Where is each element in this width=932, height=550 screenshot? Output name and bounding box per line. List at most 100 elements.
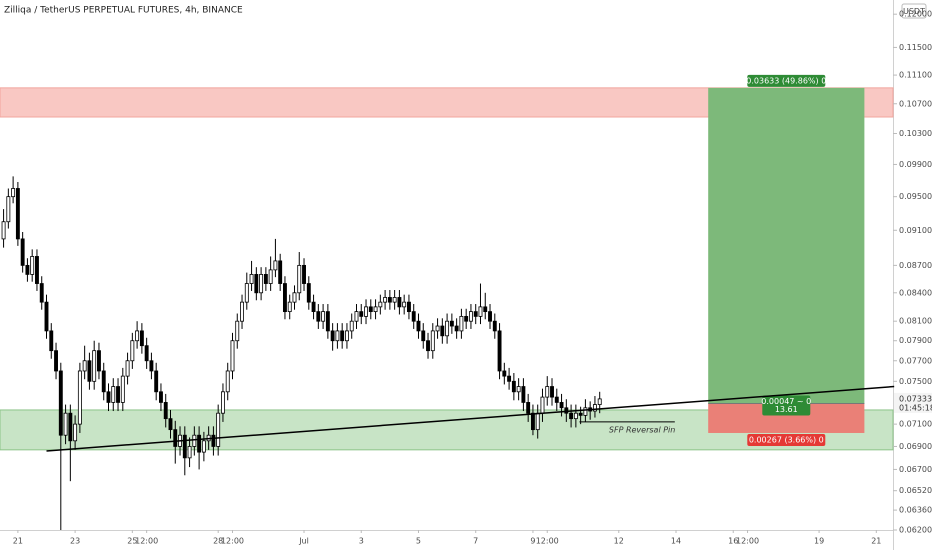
last-price-box: [894, 392, 932, 413]
y-tick-label: 0.11100: [899, 71, 932, 80]
x-tick-label: 12:00: [736, 537, 759, 546]
candle-body: [416, 320, 421, 332]
candle-body: [406, 301, 411, 313]
candle-body: [478, 306, 483, 317]
entry-label: 0.00047 ~ 0: [761, 397, 811, 406]
candle-body: [483, 306, 488, 313]
candle-body: [364, 306, 368, 317]
candle-body: [397, 297, 402, 308]
y-tick-label: 0.11500: [899, 43, 932, 52]
candle-body: [402, 301, 407, 308]
candle-body: [39, 283, 44, 303]
candle-body: [287, 301, 292, 313]
candle-body: [573, 412, 578, 420]
candle-body: [30, 256, 35, 275]
candle-body: [540, 396, 545, 414]
x-tick-label: 12:00: [536, 537, 559, 546]
x-tick-label: 19: [814, 537, 824, 546]
currency-label[interactable]: USDT: [903, 7, 925, 16]
candle-body: [454, 325, 459, 332]
candle-body: [120, 375, 125, 403]
candle-body: [163, 402, 168, 420]
candle-body: [278, 260, 283, 284]
candle-body: [268, 269, 273, 284]
candle-body: [35, 256, 39, 284]
candle-body: [597, 398, 602, 405]
candle-body: [244, 283, 249, 303]
candle-body: [49, 330, 54, 352]
y-tick-label: 0.07500: [899, 377, 932, 386]
candle-body: [449, 320, 454, 327]
candle-body: [511, 380, 516, 393]
chart-title: Zilliqa / TetherUS PERPETUAL FUTURES, 4h…: [4, 6, 243, 16]
candle-body: [354, 311, 359, 322]
candle-body: [25, 264, 30, 275]
candle-body: [464, 315, 469, 322]
target-area: [708, 87, 865, 404]
candle-body: [559, 402, 564, 409]
candle-body: [182, 434, 187, 459]
x-tick-label: 16: [728, 537, 738, 546]
y-tick-label: 0.06360: [899, 506, 932, 515]
y-tick-label: 0.08700: [899, 261, 932, 270]
candle-body: [492, 320, 497, 332]
candle-body: [111, 386, 116, 403]
candle-body: [459, 315, 464, 332]
y-tick-label: 0.08100: [899, 317, 932, 326]
candle-body: [468, 311, 473, 322]
candle-body: [306, 283, 311, 303]
candle-body: [564, 407, 569, 414]
x-tick-label: 23: [70, 537, 80, 546]
candle-body: [373, 306, 378, 313]
y-tick-label: 0.06700: [899, 465, 932, 474]
currency-badge[interactable]: [901, 3, 927, 19]
candle-body: [149, 360, 154, 372]
entry-label-box: [762, 395, 811, 416]
stop-label-box: [747, 433, 826, 446]
candle-body: [77, 370, 82, 425]
candle-body: [435, 325, 440, 332]
x-tick-label: 21: [871, 537, 881, 546]
candle-body: [82, 360, 87, 372]
x-tick-label: Jul: [298, 537, 309, 546]
candle-body: [130, 340, 135, 362]
candle-body: [168, 418, 173, 431]
candle-body: [159, 391, 163, 403]
candle-body: [497, 330, 502, 372]
candle-body: [311, 301, 316, 313]
candle-body: [335, 330, 340, 342]
candle-body: [302, 264, 306, 284]
candle-body: [282, 283, 287, 313]
x-tick-label: 14: [671, 537, 681, 546]
y-tick-label: 0.06520: [899, 486, 932, 495]
candle-body: [230, 340, 235, 372]
candle-body: [87, 360, 92, 382]
candle-body: [249, 274, 254, 284]
target-label: 0.03633 (49.86%) 0: [746, 76, 826, 85]
candle-body: [54, 350, 58, 372]
candle-body: [392, 297, 397, 303]
candle-body: [569, 412, 574, 420]
candle-body: [197, 434, 202, 453]
annotation-text: SFP Reversal Pin: [609, 425, 675, 434]
candle-body: [144, 345, 149, 362]
last-price-label: 0.07333: [899, 394, 932, 403]
candle-body: [68, 412, 73, 442]
y-tick-label: 0.06200: [899, 526, 932, 535]
candle-body: [368, 306, 373, 313]
candle-body: [297, 264, 302, 294]
y-tick-label: 0.07100: [899, 420, 932, 429]
candle-body: [173, 429, 178, 447]
candle-body: [263, 274, 268, 284]
candle-body: [545, 386, 550, 398]
candle-body: [6, 196, 11, 223]
candle-body: [1, 221, 6, 240]
candle-body: [550, 386, 554, 398]
candle-body: [421, 330, 426, 342]
x-tick-label: 21: [13, 537, 23, 546]
candle-body: [135, 330, 140, 342]
candle-body: [340, 330, 345, 342]
candle-body: [426, 340, 430, 352]
